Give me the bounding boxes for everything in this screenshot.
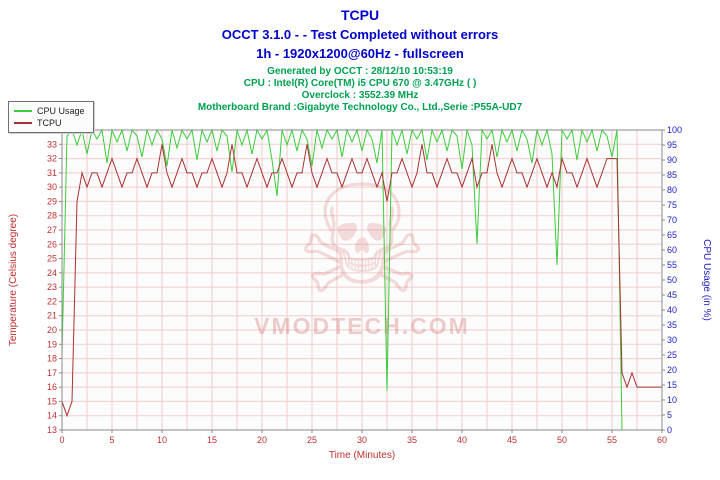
left-tick-label: 27 [47,225,57,235]
test-config-line: 1h - 1920x1200@60Hz - fullscreen [256,46,464,61]
right-tick-label: 95 [667,140,677,150]
x-axis-title: Time (Minutes) [329,450,395,461]
x-tick-label: 25 [307,435,317,445]
right-tick-label: 5 [667,410,672,420]
left-tick-label: 33 [47,139,57,149]
chart-title: TCPU [340,7,380,23]
x-tick-label: 10 [157,435,167,445]
left-tick-label: 28 [47,211,57,221]
left-axis-title: Temperature (Celsius degree) [8,214,19,346]
right-tick-label: 25 [667,350,677,360]
tcpu-line [61,144,662,418]
x-tick-label: 35 [407,435,417,445]
x-tick-label: 45 [507,435,517,445]
legend-item-cpu-usage: CPU Usage [14,105,85,117]
tcpu-swatch-icon [14,122,32,124]
right-tick-label: 10 [667,395,677,405]
info-motherboard-line: Motherboard Brand :Gigabyte Technology C… [197,102,523,113]
right-tick-label: 40 [667,305,677,315]
x-tick-label: 55 [607,435,617,445]
system-info-block: Generated by OCCT : 28/12/10 10:53:19 CP… [0,66,720,114]
right-tick-label: 65 [667,230,677,240]
right-axis-title: CPU Usage (in %) [701,239,712,321]
left-tick-label: 18 [47,354,57,364]
right-tick-label: 85 [667,170,677,180]
right-tick-label: 30 [667,335,677,345]
right-tick-label: 20 [667,365,677,375]
left-tick-label: 31 [47,168,57,178]
right-tick-label: 0 [667,425,672,435]
right-tick-label: 70 [667,215,677,225]
right-tick-label: 45 [667,290,677,300]
x-tick-label: 30 [357,435,367,445]
left-tick-label: 32 [47,154,57,164]
x-tick-label: 60 [657,435,667,445]
left-tick-label: 15 [47,396,57,406]
cpu-usage-swatch-icon [14,110,32,112]
left-tick-label: 24 [47,268,57,278]
x-tick-label: 50 [557,435,567,445]
info-cpu-line: CPU : Intel(R) Core(TM) i5 CPU 670 @ 3.4… [243,78,477,89]
legend: CPU Usage TCPU [8,101,94,133]
info-generated-line: Generated by OCCT : 28/12/10 10:53:19 [267,66,453,77]
right-tick-label: 35 [667,320,677,330]
left-tick-label: 21 [47,311,57,321]
left-tick-label: 23 [47,282,57,292]
x-tick-label: 0 [59,435,64,445]
left-tick-label: 13 [47,425,57,435]
legend-item-tcpu: TCPU [14,117,85,129]
x-tick-label: 40 [457,435,467,445]
watermark-text: VMODTECH.COM [254,313,470,339]
legend-label-tcpu: TCPU [37,118,62,128]
right-tick-label: 75 [667,200,677,210]
left-tick-label: 26 [47,239,57,249]
left-tick-label: 14 [47,411,57,421]
left-tick-label: 20 [47,325,57,335]
right-tick-label: 55 [667,260,677,270]
right-tick-label: 60 [667,245,677,255]
watermark-skull-icon: ☠ [295,156,429,324]
right-tick-label: 15 [667,380,677,390]
right-tick-label: 90 [667,155,677,165]
x-tick-label: 20 [257,435,267,445]
left-tick-label: 22 [47,296,57,306]
x-tick-label: 5 [109,435,114,445]
info-overclock-line: Overclock : 3552.39 MHz [301,90,419,101]
test-status-line: OCCT 3.1.0 - - Test Completed without er… [221,27,499,42]
left-tick-label: 17 [47,368,57,378]
legend-label-cpu-usage: CPU Usage [37,106,85,116]
left-tick-label: 30 [47,182,57,192]
left-tick-label: 16 [47,382,57,392]
x-tick-label: 15 [207,435,217,445]
left-tick-label: 25 [47,254,57,264]
right-tick-label: 100 [667,125,682,135]
left-tick-label: 29 [47,196,57,206]
right-tick-label: 80 [667,185,677,195]
chart-header: TCPU OCCT 3.1.0 - - Test Completed witho… [0,0,720,114]
right-tick-label: 50 [667,275,677,285]
left-tick-label: 19 [47,339,57,349]
